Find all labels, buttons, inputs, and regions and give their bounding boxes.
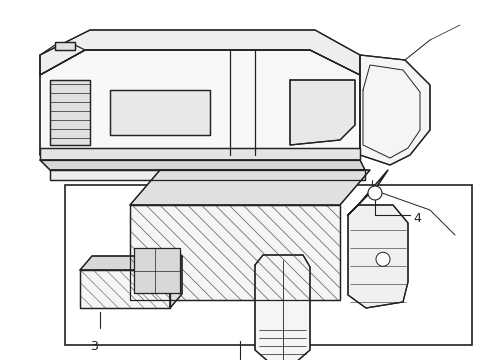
Text: 4: 4 [413, 212, 421, 225]
Circle shape [368, 186, 382, 200]
Polygon shape [50, 80, 90, 145]
Polygon shape [65, 185, 472, 345]
Text: 3: 3 [90, 340, 98, 353]
Polygon shape [80, 256, 182, 270]
Polygon shape [130, 205, 340, 300]
Polygon shape [170, 256, 182, 308]
Polygon shape [348, 205, 408, 308]
Polygon shape [130, 170, 370, 205]
Polygon shape [50, 170, 365, 180]
Polygon shape [255, 255, 310, 360]
Circle shape [376, 252, 390, 266]
Polygon shape [55, 42, 75, 50]
Polygon shape [110, 90, 210, 135]
Polygon shape [130, 205, 340, 300]
Polygon shape [348, 170, 388, 215]
Polygon shape [40, 160, 365, 170]
Polygon shape [40, 50, 360, 155]
Polygon shape [40, 148, 360, 160]
Polygon shape [290, 80, 355, 145]
Polygon shape [80, 270, 170, 308]
Polygon shape [40, 30, 360, 75]
Polygon shape [360, 55, 430, 165]
Polygon shape [134, 248, 180, 293]
